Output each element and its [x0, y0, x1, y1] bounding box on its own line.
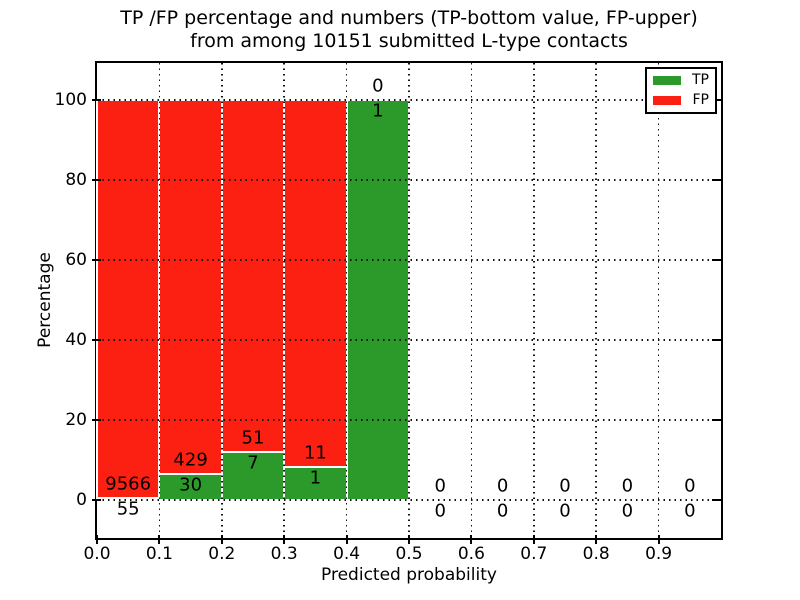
vertical-gridline	[345, 63, 348, 538]
y-tick-mark	[92, 99, 101, 101]
x-tick-label: 0.1	[145, 544, 173, 564]
vertical-gridline	[158, 63, 161, 538]
y-tick-mark-right	[712, 259, 721, 261]
legend-label: FP	[692, 92, 710, 108]
y-tick-mark-right	[712, 339, 721, 341]
x-tick-label: 0.3	[270, 544, 298, 564]
y-tick-label: 40	[65, 330, 87, 350]
tp-count-label: 55	[116, 498, 140, 520]
fp-count-label: 429	[173, 449, 208, 471]
bar-edge-left	[96, 100, 98, 500]
x-tick-label: 0.6	[457, 544, 485, 564]
fp-count-label: 0	[496, 475, 509, 497]
x-tick-label: 0.5	[395, 544, 423, 564]
tp-bar-segment	[159, 473, 222, 500]
x-tick-mark	[657, 535, 660, 544]
y-tick-label: 100	[54, 90, 87, 110]
fp-bar-segment	[221, 100, 285, 452]
x-tick-mark	[220, 535, 223, 544]
fp-count-label: 51	[241, 427, 265, 449]
fp-count-label: 0	[684, 475, 696, 497]
x-tick-mark	[96, 535, 98, 544]
tp-count-label: 0	[434, 500, 446, 522]
legend-entry: FP	[653, 92, 710, 108]
x-tick-label: 0.4	[333, 544, 361, 564]
legend-entry: TP	[653, 72, 709, 88]
vertical-gridline	[408, 63, 410, 538]
tp-count-label: 0	[496, 500, 509, 522]
fp-count-label: 0	[372, 75, 384, 97]
bar-edge-stack-boundary	[284, 465, 347, 468]
x-tick-label: 0.8	[582, 544, 610, 564]
fp-count-label: 0	[621, 475, 634, 497]
tp-count-label: 0	[684, 500, 696, 522]
fp-count-label: 0	[434, 475, 446, 497]
fp-bar-segment	[284, 100, 347, 467]
x-tick-mark	[283, 535, 286, 544]
x-tick-mark	[345, 535, 348, 544]
chart-title: TP /FP percentage and numbers (TP-bottom…	[120, 7, 698, 29]
fp-count-label: 11	[303, 442, 327, 464]
fp-bar-segment	[97, 100, 160, 498]
tp-count-label: 30	[179, 474, 203, 496]
y-tick-mark	[92, 499, 101, 501]
bar-edge-stack-boundary	[221, 450, 285, 453]
tp-count-label: 0	[621, 500, 634, 522]
vertical-gridline	[470, 63, 473, 538]
vertical-gridline	[657, 63, 660, 538]
y-axis-title: Percentage	[35, 252, 55, 348]
fp-count-label: 0	[559, 475, 571, 497]
tp-count-label: 1	[372, 100, 384, 122]
vertical-gridline	[533, 63, 535, 538]
tp-count-label: 0	[559, 500, 571, 522]
y-tick-label: 0	[76, 490, 87, 510]
x-axis-title: Predicted probability	[321, 565, 497, 585]
x-tick-label: 0.7	[520, 544, 548, 564]
x-tick-label: 0.2	[208, 544, 236, 564]
y-tick-mark	[92, 339, 101, 341]
fp-bar-segment	[159, 100, 222, 474]
bar-edge-stack-boundary	[159, 472, 222, 475]
x-tick-mark	[470, 535, 473, 544]
fp-count-label: 9566	[105, 473, 152, 495]
legend-swatch-tp	[653, 76, 681, 85]
x-tick-mark	[158, 535, 161, 544]
vertical-gridline	[283, 63, 285, 538]
y-tick-label: 80	[65, 170, 87, 190]
x-tick-label: 0.9	[645, 544, 673, 564]
x-tick-label: 0.0	[83, 544, 111, 564]
chart-subtitle: from among 10151 submitted L-type contac…	[190, 30, 628, 52]
vertical-gridline	[221, 63, 223, 538]
y-tick-mark-right	[712, 499, 721, 501]
chart-title-block: TP /FP percentage and numbers (TP-bottom…	[97, 7, 721, 53]
bar-edge-stack-boundary	[97, 496, 160, 499]
x-tick-mark	[595, 535, 598, 544]
y-tick-label: 60	[65, 250, 87, 270]
tp-bar-segment	[346, 100, 409, 500]
tp-bar-segment	[284, 466, 347, 500]
vertical-gridline	[595, 63, 597, 538]
y-tick-mark-right	[712, 419, 721, 421]
tp-count-label: 7	[247, 452, 259, 474]
y-tick-mark	[92, 179, 101, 181]
tp-bar-segment	[221, 451, 285, 500]
tp-count-label: 1	[309, 467, 322, 489]
tp-bar-segment	[97, 497, 160, 500]
y-tick-label: 20	[65, 410, 87, 430]
y-tick-mark-right	[712, 179, 721, 181]
y-tick-mark	[92, 259, 101, 261]
legend: TP FP	[645, 67, 717, 114]
x-tick-mark	[532, 535, 535, 544]
y-tick-mark	[92, 419, 101, 421]
legend-label: TP	[692, 72, 709, 88]
legend-swatch-fp	[653, 96, 681, 105]
x-tick-mark	[408, 535, 410, 544]
